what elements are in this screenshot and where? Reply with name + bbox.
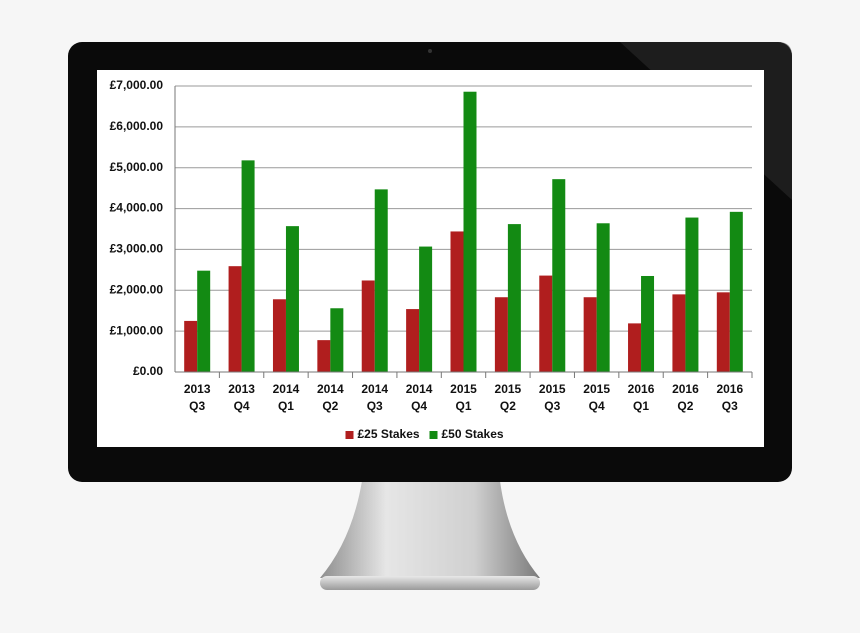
bar [641,275,655,372]
bar [285,226,299,372]
bar [330,308,344,372]
x-tick-label-line: Q3 [544,399,560,413]
y-tick-label: £3,000.00 [110,242,164,256]
plot: £0.00 £1,000.00 £2,000.00 £3,000.00 £4,000.0… [110,78,753,441]
y-tick-label: £2,000.00 [110,282,164,296]
x-tick-label-line: Q2 [500,399,516,413]
y-tick-label: £7,000.00 [110,78,164,92]
bar [241,160,255,372]
x-tick-label: 2014 Q2 [317,382,344,413]
x-tick-label-line: 2015 [583,382,610,396]
bar [419,246,433,372]
x-tick-label-line: 2014 [361,382,388,396]
monitor-base [320,576,540,590]
bar [552,179,566,372]
x-tick-label-line: Q1 [278,399,294,413]
x-tick-label: 2013 Q4 [228,382,255,413]
x-tick-label: 2015 Q1 [450,382,477,413]
x-tick-label-line: Q3 [722,399,738,413]
x-tick-label-line: Q1 [633,399,649,413]
bar [361,280,375,372]
x-tick-label-line: Q1 [455,399,471,413]
x-tick-label: 2013 Q3 [184,382,211,413]
bar [228,266,242,372]
bar [583,297,597,372]
x-tick-label-line: 2015 [450,382,477,396]
monitor-stand [320,481,540,578]
bar [450,231,464,372]
camera [428,49,432,53]
x-tick-label-line: 2015 [495,382,522,396]
y-tick-label: £4,000.00 [110,201,164,215]
x-tick-label-line: 2013 [228,382,255,396]
bar [672,294,686,372]
y-tick-label: £5,000.00 [110,160,164,174]
x-tick-label-line: Q3 [367,399,383,413]
y-tick-label: £6,000.00 [110,119,164,133]
x-tick-label: 2016 Q3 [716,382,743,413]
x-tick-label-line: Q2 [677,399,693,413]
legend-label: £25 Stakes [358,427,420,441]
bar [507,224,521,372]
bar [197,270,211,372]
x-tick-label-line: 2015 [539,382,566,396]
x-tick-label-line: 2014 [273,382,300,396]
legend-swatch [345,431,354,439]
bar [463,91,477,372]
bar [539,275,553,372]
x-tick-label: 2014 Q1 [273,382,300,413]
x-tick-label: 2014 Q3 [361,382,388,413]
bar [729,211,743,372]
x-tick-label: 2015 Q4 [583,382,610,413]
x-tick-label: 2014 Q4 [406,382,433,413]
x-tick-label-line: 2013 [184,382,211,396]
x-tick-label: 2015 Q2 [495,382,522,413]
bar [716,292,730,372]
bar [272,299,286,372]
bar [406,309,420,372]
x-tick-label-line: 2014 [406,382,433,396]
x-tick-label-line: Q2 [322,399,338,413]
x-tick-label: 2016 Q2 [672,382,699,413]
y-tick-label: £0.00 [133,364,163,378]
x-tick-label-line: 2016 [672,382,699,396]
bar [317,340,331,372]
bar [628,323,642,372]
x-tick-label: 2015 Q3 [539,382,566,413]
x-tick-label: 2016 Q1 [628,382,655,413]
legend-label: £50 Stakes [442,427,504,441]
x-tick-label-line: Q4 [234,399,250,413]
x-tick-label-line: Q4 [411,399,427,413]
bar [685,217,699,372]
x-tick-label-line: Q4 [589,399,605,413]
x-tick-label-line: 2014 [317,382,344,396]
bar [596,223,610,372]
x-tick-label-line: 2016 [716,382,743,396]
x-tick-label-line: 2016 [628,382,655,396]
y-tick-label: £1,000.00 [110,323,164,337]
bar [494,297,508,372]
legend-swatch [429,431,438,439]
bar [374,189,388,372]
bar [184,320,198,372]
x-tick-label-line: Q3 [189,399,205,413]
